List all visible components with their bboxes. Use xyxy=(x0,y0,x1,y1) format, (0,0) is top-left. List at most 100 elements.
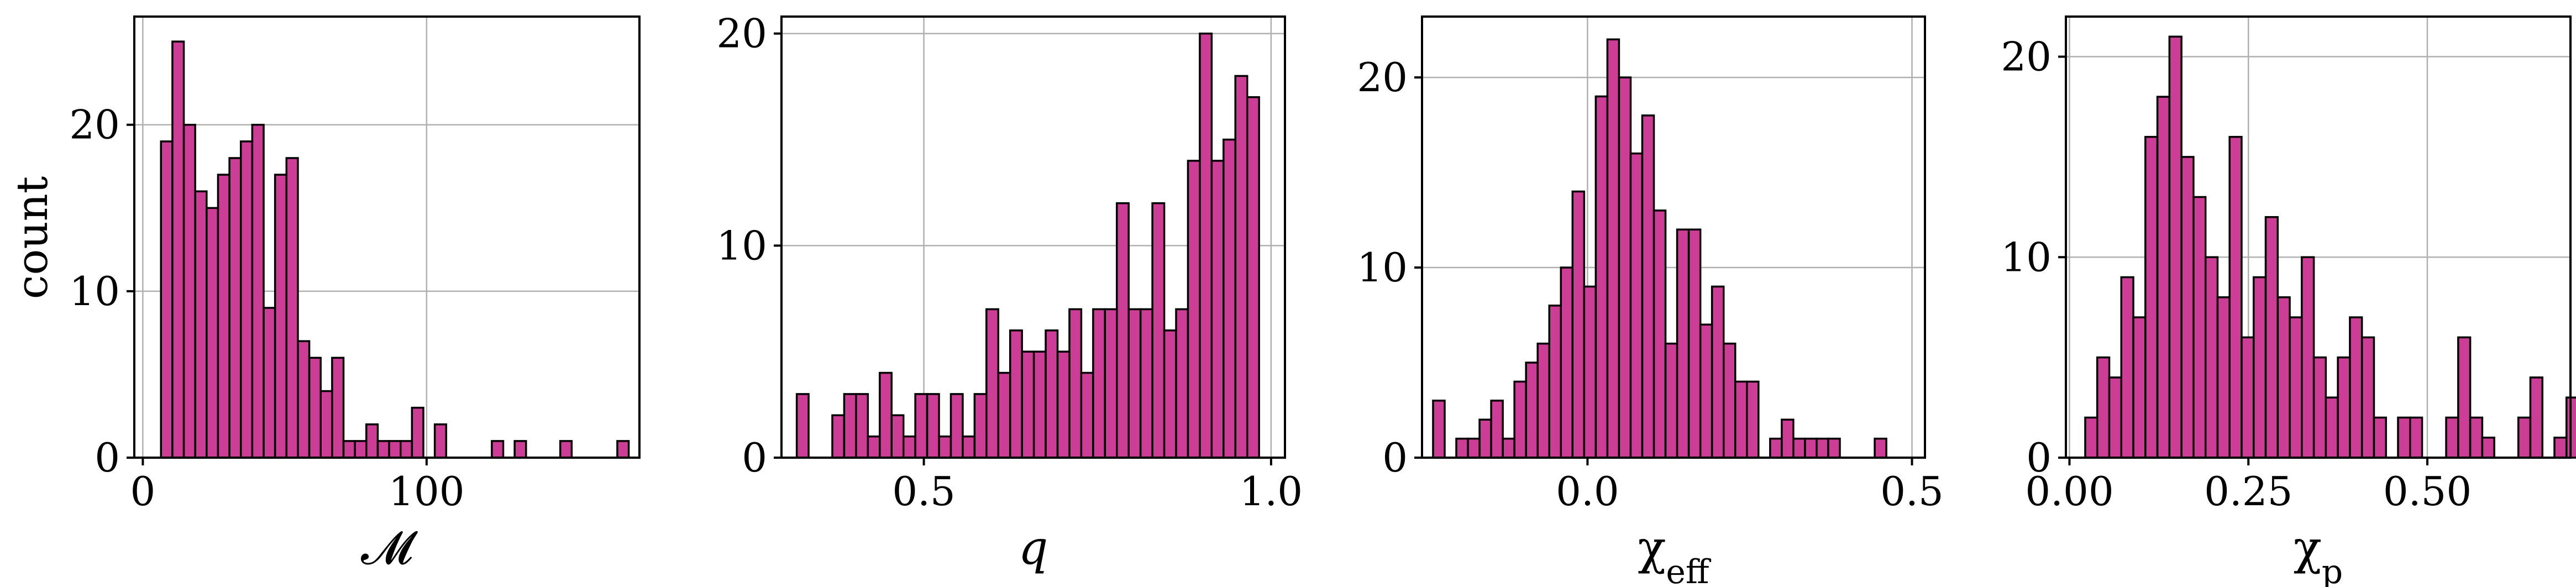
histogram-bar xyxy=(867,435,881,459)
histogram-bar xyxy=(879,371,893,459)
histogram-bar xyxy=(1525,361,1539,459)
histogram-bar xyxy=(1127,308,1142,459)
histogram-bar xyxy=(2276,296,2291,459)
x-tick-label: 0.00 xyxy=(2025,468,2113,515)
histogram-bar xyxy=(1618,76,1632,459)
histogram-bar xyxy=(182,123,196,459)
x-tick-label: 0 xyxy=(130,468,155,515)
histogram-bar xyxy=(1068,308,1083,459)
histogram-bar xyxy=(2373,416,2387,459)
histogram-bar xyxy=(2192,196,2207,459)
histogram-bar xyxy=(1513,380,1527,459)
histogram-bar xyxy=(2289,316,2303,459)
histogram-bar xyxy=(1676,228,1690,459)
y-tick-label: 0 xyxy=(95,434,120,481)
histogram-bar xyxy=(2156,96,2171,459)
y-tick-label: 20 xyxy=(69,102,120,148)
histogram-bar xyxy=(376,440,390,459)
histogram-bar xyxy=(1021,350,1035,459)
histogram-bar xyxy=(1199,32,1213,459)
histogram-bar xyxy=(2120,276,2134,459)
histogram-bar xyxy=(2481,436,2495,459)
histogram-bar xyxy=(274,174,288,459)
histogram-bar xyxy=(2517,416,2532,459)
panel-chirp-mass: 0 100 0 10 20 𝓜 xyxy=(69,15,641,575)
histogram-bar xyxy=(1432,400,1446,459)
histogram-bar xyxy=(1571,190,1586,459)
y-tick-label: 0 xyxy=(1382,434,1408,481)
histogram-bar xyxy=(1699,323,1713,459)
x-tick-label: 0.25 xyxy=(2204,468,2292,515)
histogram-bar xyxy=(949,393,964,459)
histogram-bar xyxy=(331,357,345,459)
histogram-bar xyxy=(263,307,276,459)
histogram-bar xyxy=(285,157,299,459)
histogram-bar xyxy=(2132,316,2147,459)
x-tick-label: 0.0 xyxy=(1556,468,1619,515)
y-tick-label: 0 xyxy=(742,434,767,481)
panel-mass-ratio: 0.5 1.0 0 10 20 q xyxy=(716,11,1303,575)
histogram-bar xyxy=(1641,114,1655,459)
y-tick-label: 10 xyxy=(716,222,767,269)
histogram-bar xyxy=(1210,160,1225,459)
histogram-bar xyxy=(616,440,630,459)
histogram-bar xyxy=(251,123,265,459)
y-tick-label: 20 xyxy=(1357,54,1408,101)
histogram-bar xyxy=(319,390,333,459)
histogram-bar xyxy=(2096,356,2111,459)
histogram-bar xyxy=(1583,285,1597,459)
histogram-bar xyxy=(354,440,368,459)
histogram-bar xyxy=(2108,376,2123,459)
histogram-bar xyxy=(2216,296,2231,459)
histogram-bar xyxy=(2168,35,2182,459)
histogram-bar xyxy=(1827,437,1841,459)
x-tick-label: 0.50 xyxy=(2383,468,2472,515)
histogram-bar xyxy=(914,393,928,459)
histogram-bar xyxy=(985,308,1000,459)
x-tick-label: 100 xyxy=(389,468,464,515)
histogram-bar xyxy=(1652,209,1667,459)
y-axis-label: count xyxy=(8,176,57,299)
histogram-bar xyxy=(938,435,952,459)
x-tick-label: 1.0 xyxy=(1240,468,1303,515)
histogram-bar xyxy=(2312,356,2327,459)
histogram-bar xyxy=(1792,437,1806,459)
histogram-bar xyxy=(1781,418,1795,459)
histogram-bar xyxy=(1606,38,1620,459)
histogram-bar xyxy=(902,435,916,459)
y-tick-label: 10 xyxy=(1357,244,1408,291)
histogram-bar xyxy=(1816,437,1829,459)
histogram-bar xyxy=(1467,437,1481,459)
histogram-bar xyxy=(1629,152,1644,459)
histogram-bar xyxy=(1080,371,1094,459)
histogram-bar xyxy=(1092,308,1106,459)
histogram-bar xyxy=(1664,342,1678,459)
histogram-bar xyxy=(2325,396,2339,459)
histogram-bar xyxy=(491,440,505,459)
histogram-bar xyxy=(1151,202,1166,459)
histogram-bar xyxy=(2301,256,2315,459)
y-tick-label: 20 xyxy=(2001,34,2052,80)
histogram-bar xyxy=(2469,416,2484,459)
histogram-bar xyxy=(855,393,869,459)
histogram-bar xyxy=(973,393,988,459)
x-tick-label: 0.5 xyxy=(1880,468,1944,515)
plot-frame xyxy=(780,15,1286,459)
histogram-bar xyxy=(2445,416,2459,459)
histogram-bar xyxy=(297,340,311,459)
x-tick-label: 0.5 xyxy=(892,468,956,515)
histogram-bar xyxy=(1246,96,1260,459)
histogram-bar xyxy=(1594,95,1609,459)
histogram-bar xyxy=(433,423,448,459)
histogram-bar xyxy=(1502,437,1515,459)
histogram-bar xyxy=(2264,216,2279,459)
histogram-bar xyxy=(2397,416,2411,459)
histogram-bar xyxy=(1455,437,1469,459)
histogram-bar xyxy=(2144,135,2159,459)
histogram-bar xyxy=(1009,329,1023,459)
histogram-bar xyxy=(1874,437,1887,459)
panel-chi-p: 0.00 0.25 0.50 0 10 20 χp xyxy=(2001,15,2576,587)
histogram-bar xyxy=(890,414,905,459)
histogram-bar xyxy=(240,140,254,459)
